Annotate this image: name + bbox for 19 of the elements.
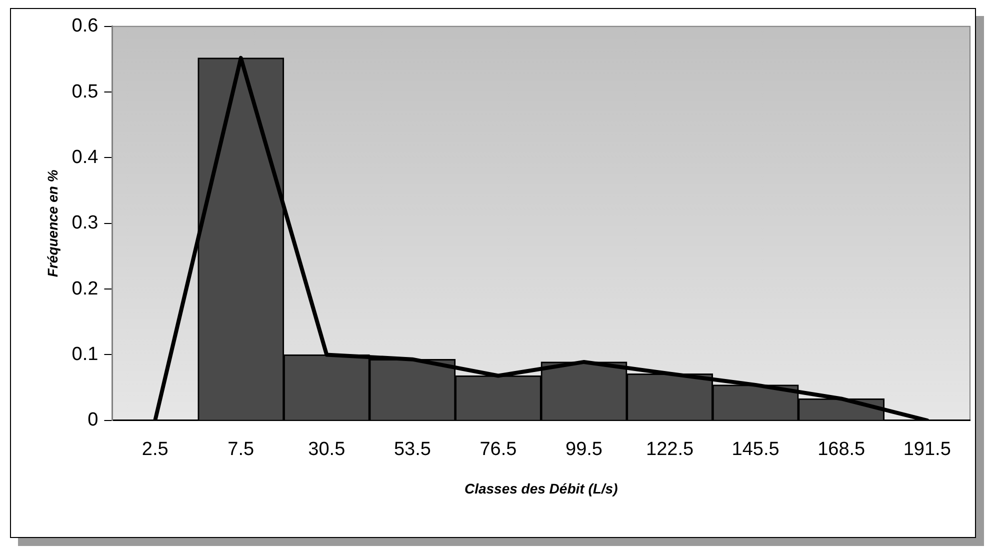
y-axis-title: Fréquence en % bbox=[44, 169, 60, 278]
x-tick-label: 76.5 bbox=[480, 439, 517, 460]
x-axis-title: Classes des Débit (L/s) bbox=[464, 480, 618, 496]
y-tick-label: 0.1 bbox=[72, 344, 98, 365]
x-tick-label: 122.5 bbox=[646, 439, 694, 460]
x-tick-label: 145.5 bbox=[732, 439, 780, 460]
y-tick-label: 0.2 bbox=[72, 278, 98, 300]
x-tick-label: 7.5 bbox=[228, 439, 254, 460]
x-tick-label: 191.5 bbox=[903, 439, 951, 460]
x-tick-label: 53.5 bbox=[394, 439, 431, 460]
y-tick-label: 0 bbox=[88, 410, 98, 431]
y-tick-label: 0.3 bbox=[72, 212, 98, 234]
x-tick-label: 30.5 bbox=[308, 439, 346, 460]
y-tick-label: 0.5 bbox=[72, 81, 98, 102]
y-tick-label: 0.4 bbox=[72, 146, 99, 168]
x-tick-label: 99.5 bbox=[566, 439, 602, 460]
y-tick-label: 0.6 bbox=[72, 16, 98, 37]
x-tick-label: 168.5 bbox=[818, 439, 866, 460]
x-tick-label: 2.5 bbox=[142, 439, 168, 460]
